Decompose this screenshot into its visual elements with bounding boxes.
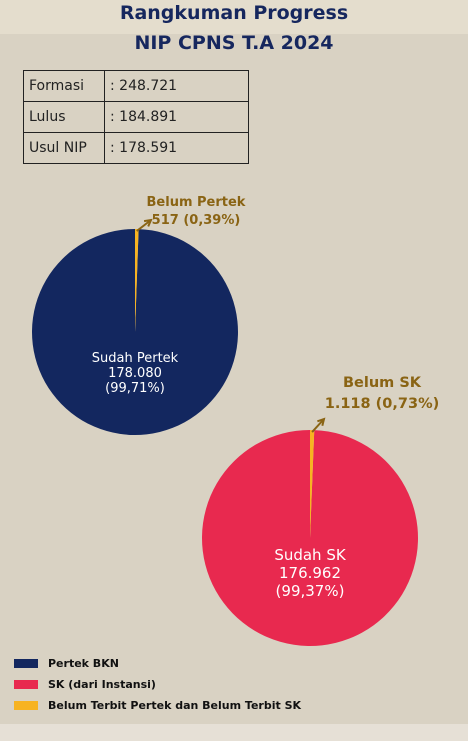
usul-nip-value: : 178.591	[104, 132, 249, 164]
pertek-main-label-1: 178.080	[108, 366, 162, 381]
table-row: Usul NIP : 178.591	[23, 132, 249, 164]
pertek-slice-small	[135, 229, 139, 332]
pertek-slice-main	[31, 229, 238, 436]
lulus-label: Lulus	[23, 101, 105, 133]
legend-swatch-pertek	[14, 658, 38, 668]
legend-label-belum: Belum Terbit Pertek dan Belum Terbit SK	[48, 698, 302, 712]
legend-label-sk: SK (dari Instansi)	[48, 677, 156, 691]
lulus-value: : 184.891	[104, 101, 249, 133]
header-background	[0, 0, 468, 34]
legend-item-sk: SK (dari Instansi)	[14, 677, 301, 691]
sk-slice-small	[310, 430, 315, 538]
table-row: Formasi : 248.721	[23, 70, 249, 102]
pertek-small-label-1: 517 (0,39%)	[152, 213, 241, 228]
legend-item-belum: Belum Terbit Pertek dan Belum Terbit SK	[14, 698, 301, 712]
legend-item-pertek: Pertek BKN	[14, 656, 301, 670]
legend-swatch-belum	[14, 700, 38, 710]
sk-small-label-0: Belum SK	[343, 375, 422, 391]
table-row: Lulus : 184.891	[23, 101, 249, 133]
usul-nip-label: Usul NIP	[23, 132, 105, 164]
legend: Pertek BKN SK (dari Instansi) Belum Terb…	[14, 656, 301, 719]
sk-slice-main	[201, 430, 418, 646]
pertek-callout-arrowhead	[143, 218, 153, 227]
footer-strip	[0, 724, 468, 741]
legend-swatch-sk	[14, 679, 38, 689]
page-title-line2: NIP CPNS T.A 2024	[134, 32, 334, 54]
pertek-main-label-2: (99,71%)	[105, 381, 165, 396]
sk-callout-line	[311, 418, 325, 433]
formasi-label: Formasi	[23, 70, 105, 102]
page-title-line1: Rangkuman Progress	[119, 2, 349, 24]
sk-small-label-1: 1.118 (0,73%)	[325, 396, 439, 412]
pertek-callout-line	[136, 219, 152, 232]
sk-main-label-0: Sudah SK	[274, 546, 347, 564]
sk-main-label-1: 176.962	[279, 564, 341, 582]
summary-table: Formasi : 248.721 Lulus : 184.891 Usul N…	[23, 70, 249, 164]
pertek-small-label-0: Belum Pertek	[147, 195, 246, 210]
sk-main-label-2: (99,37%)	[276, 582, 345, 600]
formasi-value: : 248.721	[104, 70, 249, 102]
legend-label-pertek: Pertek BKN	[48, 656, 119, 670]
pertek-main-label-0: Sudah Pertek	[92, 351, 179, 366]
sk-callout-arrowhead	[317, 417, 326, 427]
